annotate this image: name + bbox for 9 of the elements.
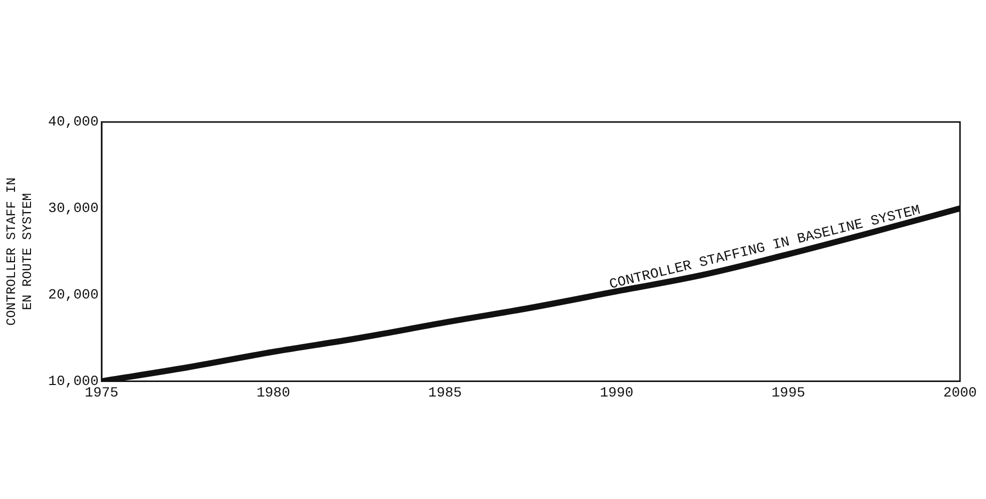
y-tick-label: 40,000: [48, 114, 99, 131]
y-tick-label: 20,000: [48, 288, 99, 304]
x-tick-label: 1985: [428, 385, 462, 402]
x-tick-label: 1995: [772, 385, 806, 402]
x-tick-label: 1990: [600, 385, 634, 402]
x-tick-label: 1980: [256, 385, 290, 402]
y-axis-title: CONTROLLER STAFF IN EN ROUTE SYSTEM: [4, 177, 35, 326]
x-tick-label: 2000: [943, 385, 977, 402]
y-tick-label: 30,000: [48, 201, 99, 218]
